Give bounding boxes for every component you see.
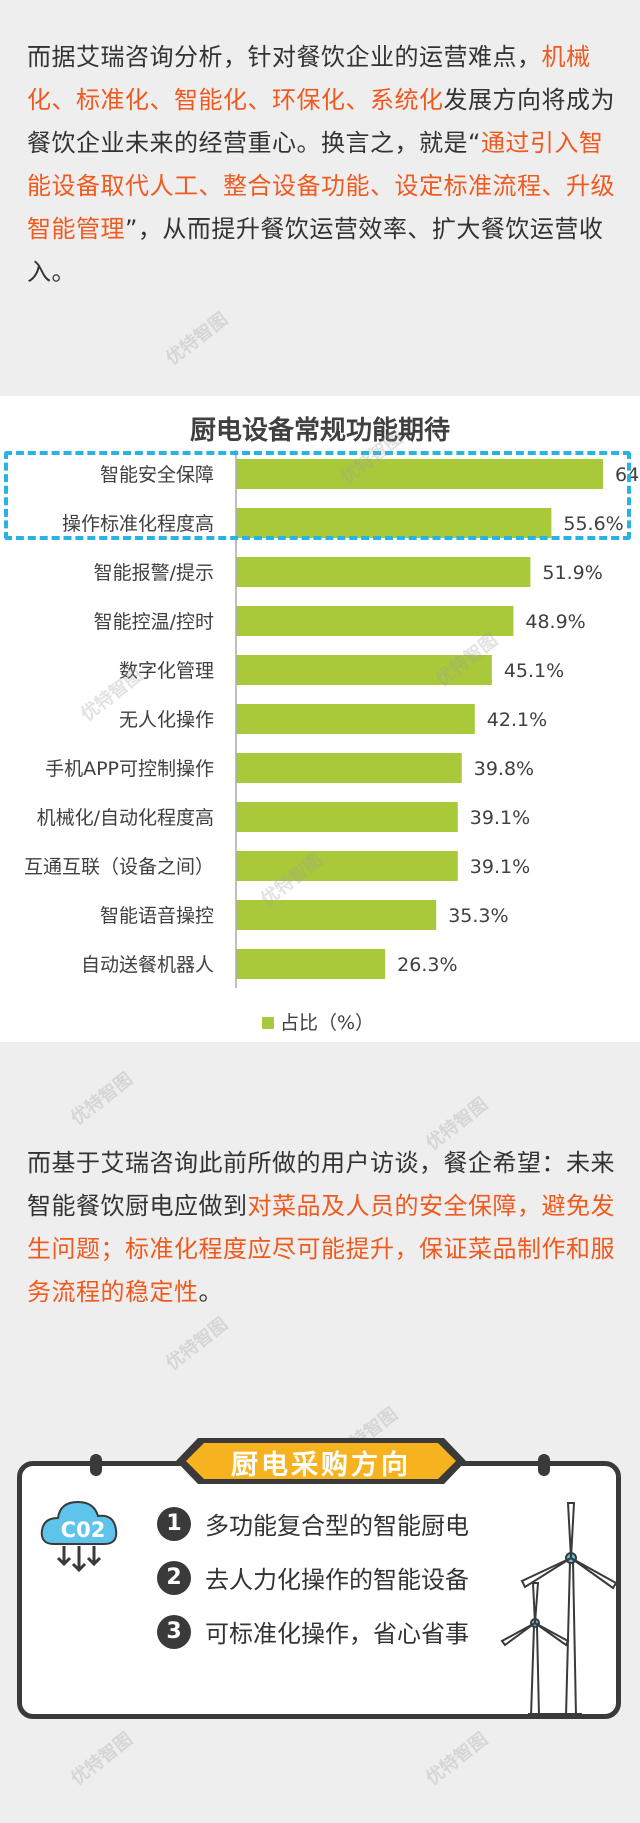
bar (236, 557, 531, 587)
bar (236, 753, 462, 783)
category-label: 智能控温/控时 (94, 611, 214, 633)
watermark: 优特智图 (67, 1068, 137, 1130)
intro-text-3: ”，从而提升餐饮运营效率、扩大餐饮运营收入。 (27, 215, 604, 286)
binder-pin (538, 1454, 550, 1476)
bar (236, 704, 475, 734)
category-label: 操作标准化程度高 (62, 513, 214, 535)
purchase-title: 厨电采购方向 (231, 1450, 411, 1481)
wind-turbine-icon (500, 1502, 618, 1718)
item-text: 多功能复合型的智能厨电 (205, 1512, 469, 1540)
binder-pin (90, 1454, 102, 1476)
category-label: 互通互联（设备之间） (24, 856, 214, 878)
purchase-banner: 厨电采购方向 (172, 1436, 470, 1486)
bar-chart: 智能安全保障64.7%操作标准化程度高55.6%智能报警/提示51.9%智能控温… (24, 450, 640, 1034)
value-label: 39.8% (474, 758, 534, 780)
value-label: 55.6% (563, 513, 623, 535)
category-label: 自动送餐机器人 (81, 954, 214, 976)
purchase-item: 1 多功能复合型的智能厨电 (157, 1506, 469, 1541)
category-label: 无人化操作 (119, 709, 214, 731)
para2-highlight: 对菜品及人员的安全保障，避免发生问题；标准化程度应尽可能提升，保证菜品制作和服务… (27, 1192, 615, 1306)
bar (236, 900, 437, 930)
bar (236, 655, 492, 685)
purchase-item: 3 可标准化操作，省心省事 (157, 1614, 469, 1649)
value-label: 42.1% (487, 709, 547, 731)
value-label: 39.1% (470, 807, 530, 829)
bar (236, 802, 458, 832)
bar (236, 949, 386, 979)
intro-paragraph: 而据艾瑞咨询分析，针对餐饮企业的运营难点，机械化、标准化、智能化、环保化、系统化… (27, 36, 617, 294)
legend-swatch (262, 1017, 274, 1029)
banner-shape (176, 1438, 466, 1484)
intro-text-1: 而据艾瑞咨询分析，针对餐饮企业的运营难点， (27, 43, 542, 71)
watermark: 优特智图 (67, 1728, 137, 1790)
item-number: 1 (157, 1506, 191, 1541)
intro-highlight-2: 通过引入智能设备取代人工、整合设备功能、设定标准流程、升级智能管理 (27, 129, 615, 243)
category-label: 数字化管理 (119, 660, 214, 682)
category-label: 智能报警/提示 (94, 562, 214, 584)
watermark: 优特智图 (422, 1728, 492, 1790)
category-label: 机械化/自动化程度高 (37, 807, 214, 829)
chart-panel: 厨电设备常规功能期待 智能安全保障64.7%操作标准化程度高55.6%智能报警/… (0, 396, 640, 1042)
chart-title: 厨电设备常规功能期待 (189, 416, 450, 446)
category-label: 智能安全保障 (100, 464, 214, 486)
watermark: 优特智图 (162, 308, 232, 370)
category-label: 智能语音操控 (100, 905, 214, 927)
item-number: 2 (157, 1560, 191, 1595)
intro-highlight-1: 机械化、标准化、智能化、环保化、系统化 (27, 43, 591, 114)
bar (236, 508, 552, 538)
value-label: 39.1% (470, 856, 530, 878)
para2-text-2: 。 (198, 1278, 223, 1306)
value-label: 48.9% (525, 611, 585, 633)
bar (236, 851, 458, 881)
item-text: 可标准化操作，省心省事 (205, 1620, 469, 1648)
bar (236, 606, 514, 636)
item-number: 3 (157, 1614, 191, 1649)
purchase-item: 2 去人力化操作的智能设备 (157, 1560, 469, 1595)
category-label: 手机APP可控制操作 (45, 758, 214, 780)
intro-text-2: 发展方向将成为餐饮企业未来的经营重心。换言之，就是“ (27, 86, 615, 157)
co2-cloud-icon: C02 (34, 1484, 134, 1584)
bar (236, 459, 603, 489)
value-label: 51.9% (542, 562, 602, 584)
user-interview-paragraph: 而基于艾瑞咨询此前所做的用户访谈，餐企希望：未来智能餐饮厨电应做到对菜品及人员的… (27, 1142, 617, 1314)
purchase-direction-card: 厨电采购方向 C02 1 多功能复合型的智能厨电 2 去人力化操作的智能设备 3… (17, 1438, 621, 1719)
para2-text-1: 而基于艾瑞咨询此前所做的用户访谈，餐企希望：未来智能餐饮厨电应做到 (27, 1149, 615, 1220)
highlight-dashed-box (4, 451, 631, 540)
value-label: 26.3% (397, 954, 457, 976)
co2-badge: C02 (60, 1518, 106, 1542)
item-text: 去人力化操作的智能设备 (205, 1566, 469, 1594)
watermark: 优特智图 (162, 1313, 232, 1375)
legend-label: 占比（%） (280, 1012, 374, 1034)
value-label: 45.1% (504, 660, 564, 682)
value-label: 35.3% (448, 905, 508, 927)
